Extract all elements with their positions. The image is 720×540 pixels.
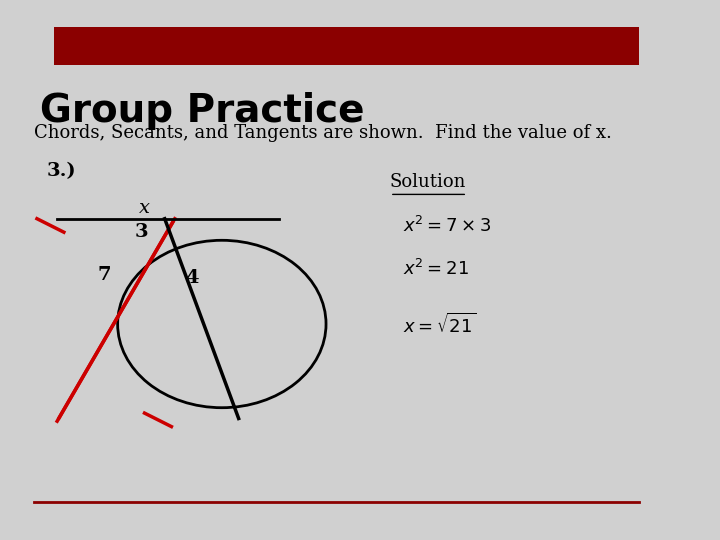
- Text: Solution: Solution: [390, 173, 467, 191]
- Text: 3: 3: [135, 223, 148, 241]
- Text: Group Practice: Group Practice: [40, 92, 365, 130]
- Text: $x = \sqrt{21}$: $x = \sqrt{21}$: [403, 313, 477, 338]
- FancyBboxPatch shape: [54, 27, 639, 65]
- Text: 7: 7: [97, 266, 111, 285]
- Text: 4: 4: [185, 269, 198, 287]
- Text: x: x: [139, 199, 150, 217]
- Text: Chords, Secants, and Tangents are shown.  Find the value of x.: Chords, Secants, and Tangents are shown.…: [34, 124, 611, 142]
- Text: $x^2 = 7 \times 3$: $x^2 = 7 \times 3$: [403, 216, 492, 236]
- Text: 3.): 3.): [47, 162, 77, 180]
- Text: $x^2 = 21$: $x^2 = 21$: [403, 259, 469, 279]
